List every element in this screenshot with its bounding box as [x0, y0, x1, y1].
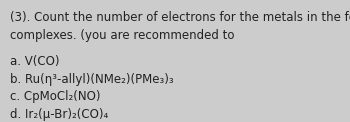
Text: c. CpMoCl₂(NO): c. CpMoCl₂(NO) — [10, 90, 101, 103]
Text: d. Ir₂(μ-Br)₂(CO)₄: d. Ir₂(μ-Br)₂(CO)₄ — [10, 108, 109, 121]
Text: (3). Count the number of electrons for the metals in the following: (3). Count the number of electrons for t… — [10, 11, 350, 24]
Text: b. Ru(η³-allyl)(NMe₂)(PMe₃)₃: b. Ru(η³-allyl)(NMe₂)(PMe₃)₃ — [10, 73, 174, 86]
Text: complexes. (you are recommended to: complexes. (you are recommended to — [10, 29, 235, 42]
Text: a. V(CO): a. V(CO) — [10, 55, 60, 68]
